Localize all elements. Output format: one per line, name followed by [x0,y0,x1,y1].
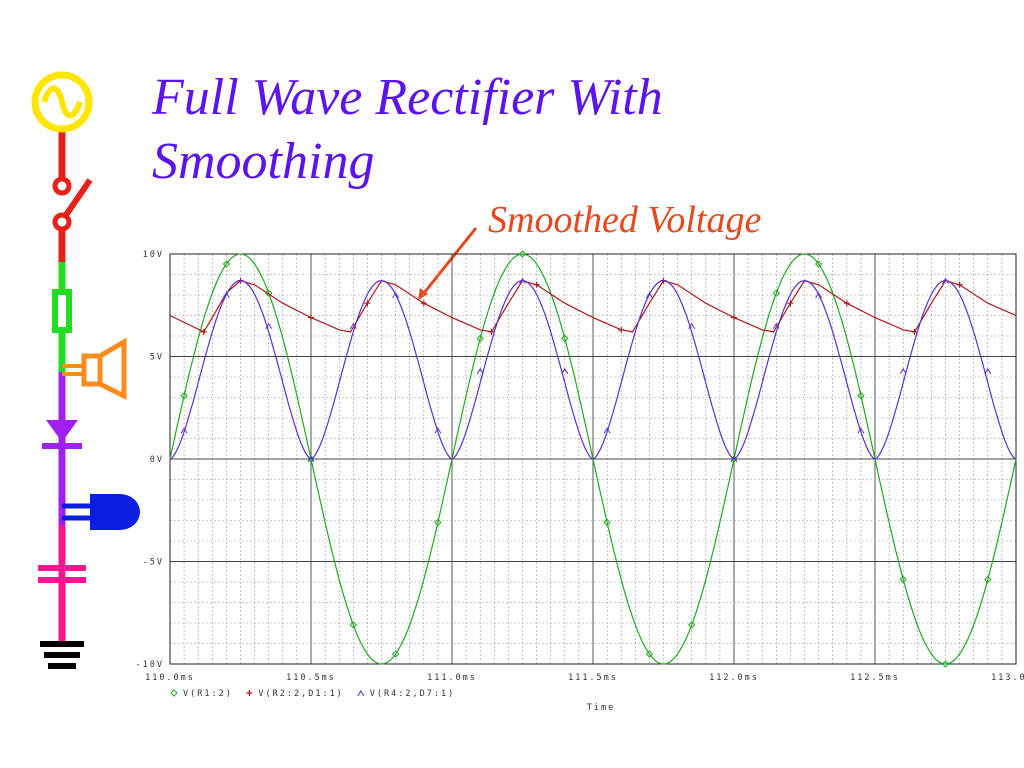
slide-title: Full Wave Rectifier With Smoothing [152,66,852,194]
data-point-plus [246,690,253,696]
data-point-triangle [392,292,400,299]
data-point-plus [911,328,918,335]
x-tick-label: 111.5ms [568,673,618,683]
chart-tick-labels: 10V 5V 0V -5V -10V 110.0ms 110.5ms 111.0ms 111.5… [136,250,1024,683]
data-point-diamond [476,334,484,343]
data-point-diamond [687,621,696,629]
data-point-triangle [645,292,653,299]
data-point-diamond [984,575,992,584]
legend-label: V(R1:2) [183,689,233,699]
diode-icon [42,420,82,449]
chart-grid [169,253,1017,665]
data-point-triangle [222,292,230,299]
data-point-diamond [222,260,231,268]
data-point-triangle [265,322,273,330]
data-point-triangle [984,367,992,375]
data-point-triangle [730,456,738,463]
fuse-icon [52,289,72,333]
series-line-2 [169,280,1017,460]
data-point-triangle [942,277,949,284]
data-point-diamond [603,518,611,527]
y-tick-label: 10V [143,250,164,260]
speaker-icon [62,337,127,401]
capacitor-icon [38,565,86,583]
data-point-diamond [857,391,865,400]
data-point-diamond [180,391,188,400]
lamp-icon [62,494,140,530]
data-point-plus [488,328,495,335]
data-point-plus [308,314,314,321]
y-tick-label: 0V [150,455,164,465]
circuit-diagram [31,71,140,669]
data-point-triangle [434,427,442,434]
x-tick-label: 111.0ms [427,673,477,683]
data-point-triangle [519,277,526,284]
data-point-triangle [857,427,865,434]
data-point-triangle [561,367,569,375]
data-point-triangle [899,367,907,375]
data-point-triangle [357,690,365,697]
data-point-diamond [391,650,400,658]
data-point-triangle [688,322,696,330]
data-point-plus [956,281,963,288]
y-tick-label: -5V [143,558,164,568]
data-point-diamond [561,334,569,343]
annotation-arrow [418,227,478,299]
data-point-triangle [307,456,315,463]
data-point-plus [420,300,427,307]
data-point-diamond [899,575,907,584]
smoothed-voltage-annotation: Smoothed Voltage [488,199,762,241]
ground-icon [40,641,84,669]
data-point-plus [843,300,850,307]
data-point-diamond [941,660,950,668]
data-point-triangle [476,367,484,375]
x-tick-label: 112.0ms [709,673,759,683]
data-point-diamond [518,250,527,258]
x-tick-label: 113.0ms [991,673,1024,683]
data-point-triangle [603,427,611,434]
data-point-plus [200,328,207,335]
x-tick-label: 110.0ms [145,673,195,683]
data-point-triangle [772,322,780,330]
data-point-diamond [434,518,442,527]
data-point-diamond [170,689,178,697]
title-line-2: Smoothing [152,133,375,190]
data-point-triangle [180,427,188,434]
x-tick-label: 112.5ms [850,673,900,683]
title-line-1: Full Wave Rectifier With [152,69,663,126]
chart-legend: V(R1:2) V(R2:2,D1:1) V(R4:2,D7:1) [170,689,455,699]
y-tick-label: 5V [150,353,164,363]
annotation-arrowhead [418,288,428,300]
chart-series [169,250,1017,668]
data-point-plus [618,326,625,333]
data-point-plus [533,281,540,288]
data-point-diamond [645,650,654,658]
legend-label: V(R4:2,D7:1) [370,689,455,699]
data-point-plus [731,314,737,321]
y-tick-label: -10V [136,660,164,670]
data-point-triangle [815,292,823,299]
x-tick-label: 110.5ms [286,673,336,683]
ac-source-icon [31,71,93,133]
data-point-diamond [349,621,358,629]
data-point-plus [787,300,794,307]
data-point-triangle [349,322,357,330]
x-axis-label: Time [587,703,615,713]
data-point-plus [364,300,371,307]
data-point-diamond [772,289,781,297]
switch-icon [52,176,93,232]
data-point-diamond [814,260,823,268]
legend-label: V(R2:2,D1:1) [258,689,343,699]
